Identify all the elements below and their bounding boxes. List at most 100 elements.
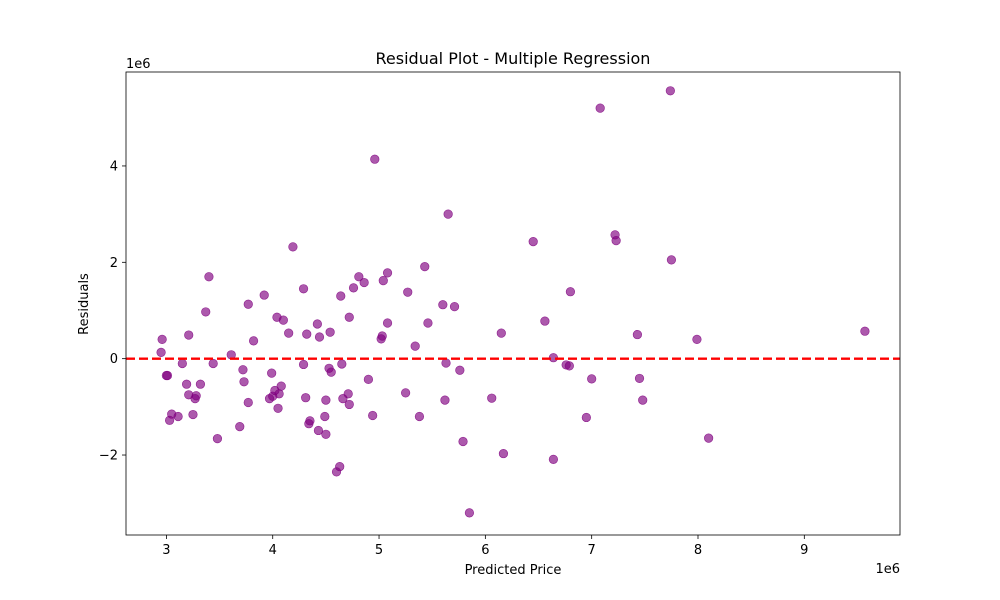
residual-point: [363, 374, 374, 384]
residual-point: [243, 397, 253, 408]
residual-point: [587, 374, 597, 384]
residual-point: [212, 434, 223, 444]
y-axis-multiplier: 1e6: [126, 57, 151, 72]
residual-point: [348, 283, 359, 293]
residual-point: [184, 330, 194, 340]
residual-point: [354, 272, 364, 282]
x-tick-label: 6: [481, 543, 489, 558]
residual-point: [704, 433, 714, 443]
x-tick-label: 3: [162, 543, 170, 558]
x-axis-label: Predicted Price: [465, 563, 562, 578]
residual-point: [440, 395, 450, 405]
residual-point: [173, 411, 183, 422]
residual-point: [540, 316, 550, 326]
residual-point: [302, 329, 312, 339]
residual-point: [634, 373, 645, 384]
x-tick-label: 7: [588, 543, 596, 558]
residual-point: [243, 299, 253, 309]
residual-point: [359, 277, 369, 288]
x-tick-label: 5: [375, 543, 383, 558]
residual-point: [410, 341, 420, 351]
residual-point: [298, 284, 309, 294]
residual-point: [276, 381, 286, 391]
residual-point: [239, 377, 249, 387]
residual-point: [278, 315, 288, 325]
residual-point: [449, 302, 460, 312]
residual-point: [423, 318, 433, 328]
residual-point: [343, 389, 353, 399]
residual-point: [238, 365, 248, 375]
residual-point: [191, 391, 201, 401]
residual-point: [204, 272, 214, 282]
plot-frame: [125, 71, 901, 536]
residual-point: [692, 334, 702, 344]
residual-point: [288, 242, 298, 252]
residual-point: [528, 236, 538, 247]
residual-point: [565, 287, 576, 297]
y-tick-label: −2: [99, 449, 118, 464]
residual-point: [312, 319, 322, 329]
residual-point: [498, 448, 509, 459]
y-tick-label: 2: [110, 256, 118, 271]
residual-point: [438, 300, 448, 310]
residual-point: [325, 327, 335, 337]
residual-point: [378, 276, 388, 286]
residual-point: [458, 436, 468, 447]
residual-point: [157, 334, 167, 344]
residual-point: [382, 268, 393, 278]
y-axis-label: Residuals: [77, 273, 92, 335]
x-tick-label: 9: [800, 543, 808, 558]
residual-point: [156, 347, 166, 358]
residual-point: [401, 388, 411, 398]
residual-point: [666, 255, 677, 265]
residual-point: [313, 425, 324, 436]
residual-point: [162, 370, 173, 381]
residual-point: [665, 86, 675, 96]
residual-point: [298, 359, 309, 370]
y-tick-label: 0: [110, 352, 118, 367]
residual-point: [321, 429, 331, 439]
residual-point: [455, 365, 465, 375]
x-tick-label: 4: [269, 543, 277, 558]
residual-point: [377, 331, 387, 341]
residual-point: [248, 336, 259, 346]
residual-point: [638, 395, 648, 405]
residual-point: [305, 416, 315, 426]
residual-point: [595, 103, 605, 113]
residual-point: [548, 454, 559, 464]
residual-point: [321, 395, 331, 405]
residual-point: [188, 409, 198, 420]
residual-point: [581, 412, 591, 423]
residual-point: [314, 332, 325, 342]
residual-point: [208, 358, 218, 369]
residual-point: [235, 421, 245, 432]
residual-point: [335, 461, 345, 472]
residual-point: [496, 328, 506, 338]
residual-point: [259, 290, 269, 300]
residual-point: [320, 411, 330, 422]
residual-point: [403, 287, 413, 297]
residual-point: [860, 326, 870, 336]
plot-area: 3 4 5 6 7 8 9 −2 0 2 4: [99, 71, 901, 558]
residual-point: [301, 393, 311, 403]
residual-point: [632, 329, 642, 340]
residual-point: [336, 291, 346, 301]
residual-point: [344, 399, 354, 410]
residual-point: [370, 154, 380, 164]
residual-point: [177, 358, 187, 369]
residual-point: [274, 389, 284, 399]
y-tick-label: 4: [110, 159, 118, 174]
residual-point: [337, 359, 347, 369]
residual-point: [201, 307, 211, 317]
residual-point: [420, 262, 430, 272]
chart-title: Residual Plot - Multiple Regression: [376, 49, 651, 68]
residual-point: [611, 236, 621, 246]
residual-point: [326, 367, 336, 377]
residual-point: [443, 209, 453, 219]
residual-point: [273, 403, 283, 413]
residual-point: [368, 410, 378, 421]
residual-point: [564, 361, 574, 371]
